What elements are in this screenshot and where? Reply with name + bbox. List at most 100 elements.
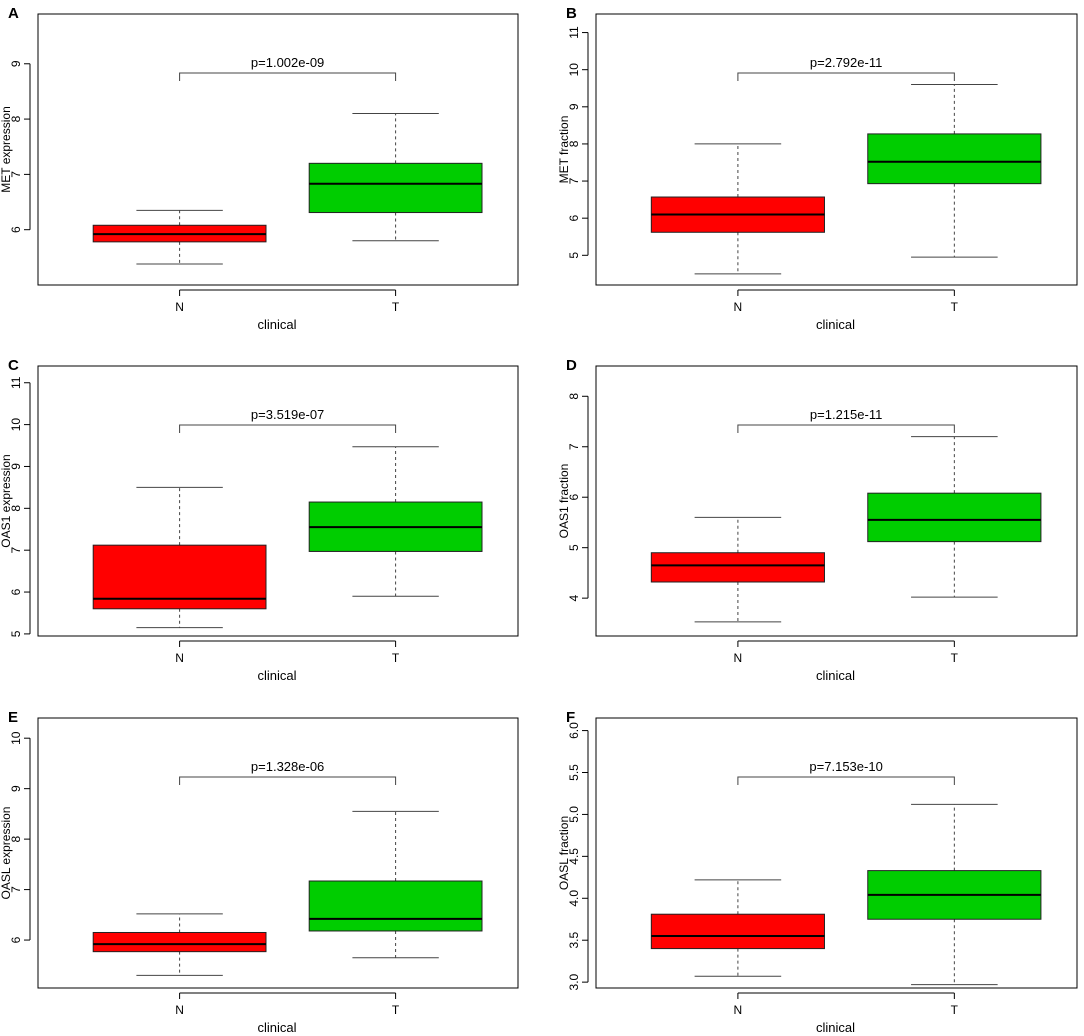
plot-frame — [595, 365, 1078, 637]
x-tick-label: N — [734, 300, 743, 314]
x-axis-title: clinical — [816, 317, 855, 332]
panel-letter: D — [566, 357, 577, 374]
x-tick-label: N — [175, 651, 184, 665]
y-tick-label: 6 — [567, 494, 581, 501]
x-axis-title: clinical — [257, 1020, 296, 1035]
plot-frame — [37, 717, 519, 989]
box-n — [92, 913, 267, 976]
x-tick-label: N — [734, 651, 743, 665]
box-iqr — [867, 133, 1042, 185]
plot-frame — [595, 13, 1078, 286]
box-iqr — [867, 492, 1042, 543]
x-tick-label: T — [392, 300, 400, 314]
box-t — [867, 436, 1042, 598]
y-tick-label: 5 — [567, 544, 581, 551]
y-tick-label: 5.5 — [567, 764, 581, 781]
x-axis-title: clinical — [816, 668, 855, 683]
box-n — [650, 516, 825, 623]
y-axis-title: OAS1 fraction — [557, 464, 571, 539]
y-tick-label: 6.0 — [567, 722, 581, 739]
y-tick-label: 8 — [567, 393, 581, 400]
p-value-label: p=3.519e-07 — [251, 407, 324, 422]
significance-bracket — [737, 424, 955, 433]
panel-letter: A — [8, 5, 19, 22]
significance-bracket — [737, 72, 955, 81]
significance-bracket — [179, 72, 397, 81]
y-tick-label: 6 — [567, 215, 581, 222]
y-tick-label: 7 — [567, 177, 581, 184]
x-axis-title: clinical — [816, 1020, 855, 1035]
box-t — [867, 803, 1042, 986]
y-tick-label: 7 — [9, 171, 23, 178]
y-tick-label: 5 — [567, 252, 581, 259]
box-iqr — [650, 913, 825, 950]
p-value-label: p=1.328e-06 — [251, 759, 324, 774]
panel-letter: E — [8, 709, 18, 726]
y-tick-label: 10 — [9, 731, 23, 745]
y-tick-label: 10 — [9, 418, 23, 432]
box-iqr — [92, 931, 267, 953]
y-axis-title: MET fraction — [557, 116, 571, 184]
box-t — [308, 446, 483, 597]
x-tick-label: T — [951, 300, 959, 314]
plot-frame — [595, 717, 1078, 989]
x-tick-label: N — [734, 1003, 743, 1017]
x-axis-title: clinical — [257, 317, 296, 332]
x-tick-label: T — [951, 651, 959, 665]
box-t — [308, 810, 483, 959]
box-n — [92, 209, 267, 265]
x-tick-label: T — [392, 1003, 400, 1017]
y-tick-label: 8 — [9, 115, 23, 122]
box-iqr — [650, 552, 825, 583]
y-tick-label: 9 — [9, 60, 23, 67]
y-tick-label: 6 — [9, 226, 23, 233]
x-tick-label: N — [175, 1003, 184, 1017]
significance-bracket — [179, 776, 397, 785]
p-value-label: p=1.215e-11 — [810, 407, 882, 422]
y-tick-label: 10 — [567, 63, 581, 77]
y-tick-label: 3.5 — [567, 932, 581, 949]
y-axis-title: OASL fraction — [557, 816, 571, 890]
box-n — [92, 486, 267, 629]
y-tick-label: 3.0 — [567, 973, 581, 990]
panel-f: F 3.0 3.5 4.0 4.5 5.0 5.5 6.0 OASL fraction N Tcli… — [557, 709, 1078, 1035]
y-tick-label: 6 — [9, 588, 23, 595]
p-value-label: p=1.002e-09 — [251, 55, 324, 70]
box-t — [308, 113, 483, 242]
y-axis-title: MET expression — [0, 106, 13, 192]
y-tick-label: 9 — [9, 785, 23, 792]
panel-letter: B — [566, 5, 577, 22]
box-n — [650, 879, 825, 977]
p-value-label: p=2.792e-11 — [810, 55, 882, 70]
panel-letter: C — [8, 357, 19, 374]
x-tick-label: T — [951, 1003, 959, 1017]
y-tick-label: 9 — [567, 103, 581, 110]
plot-frame — [37, 365, 519, 637]
significance-bracket — [737, 776, 955, 785]
y-tick-label: 5 — [9, 630, 23, 637]
y-tick-label: 8 — [567, 140, 581, 147]
plot-frame — [37, 13, 519, 286]
panel-letter: F — [566, 709, 575, 726]
box-iqr — [308, 162, 483, 214]
y-tick-label: 5.0 — [567, 806, 581, 823]
y-tick-label: 7 — [9, 886, 23, 893]
significance-bracket — [179, 424, 397, 433]
y-tick-label: 4.0 — [567, 890, 581, 907]
y-tick-label: 4.5 — [567, 848, 581, 865]
y-axis-title: OAS1 expression — [0, 454, 13, 547]
y-tick-label: 8 — [9, 505, 23, 512]
y-tick-label: 6 — [9, 936, 23, 943]
y-tick-label: 4 — [567, 594, 581, 601]
y-tick-label: 11 — [567, 26, 581, 39]
box-t — [867, 84, 1042, 258]
box-n — [650, 143, 825, 275]
y-tick-label: 11 — [9, 376, 23, 389]
y-tick-label: 7 — [567, 443, 581, 450]
